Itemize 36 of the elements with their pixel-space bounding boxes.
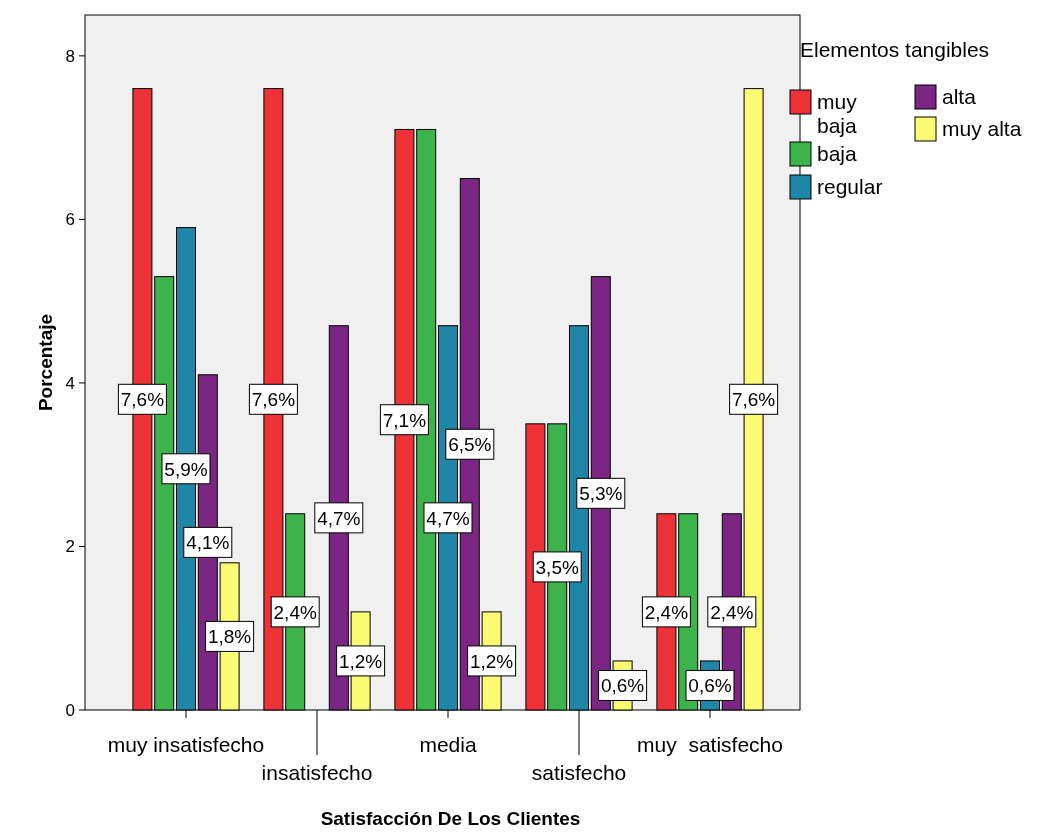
y-tick-label: 0 bbox=[65, 701, 75, 720]
data-label: 1,8% bbox=[207, 626, 252, 648]
data-label: 6,5% bbox=[448, 434, 492, 456]
y-tick-label: 2 bbox=[65, 537, 75, 557]
y-axis-title: Porcentaje bbox=[35, 313, 56, 412]
data-label: 2,4% bbox=[710, 601, 754, 623]
data-label: 0,6% bbox=[688, 675, 732, 697]
legend-label: regular bbox=[817, 175, 883, 198]
data-label: 4,7% bbox=[317, 507, 361, 529]
data-label: 4,7% bbox=[426, 507, 470, 529]
data-label: 1,2% bbox=[338, 650, 383, 672]
x-tick-label: muy satisfecho bbox=[637, 733, 783, 756]
data-label: 5,3% bbox=[579, 483, 623, 505]
data-label: 2,4% bbox=[644, 601, 689, 623]
x-tick-label: muy insatisfecho bbox=[107, 733, 265, 756]
data-label: 7,6% bbox=[251, 389, 296, 411]
x-tick-label: insatisfecho bbox=[261, 761, 373, 784]
data-label: 0,6% bbox=[600, 675, 645, 697]
y-tick-label: 4 bbox=[65, 373, 75, 393]
data-label: 5,9% bbox=[164, 458, 208, 480]
x-axis-title: Satisfacción De Los Clientes bbox=[320, 808, 581, 829]
data-label: 7,1% bbox=[382, 409, 427, 431]
x-tick-label: media bbox=[419, 733, 477, 756]
data-label: 3,5% bbox=[535, 556, 579, 578]
data-label: 7,6% bbox=[731, 389, 776, 411]
data-label: 4,1% bbox=[186, 532, 230, 554]
legend-label: baja bbox=[817, 142, 858, 165]
data-label: 2,4% bbox=[273, 601, 317, 623]
legend-title: Elementos tangibles bbox=[800, 38, 990, 61]
x-tick-label: satisfecho bbox=[531, 761, 627, 784]
y-tick-label: 8 bbox=[65, 46, 75, 66]
data-label: 7,6% bbox=[120, 389, 165, 411]
legend-label: alta bbox=[942, 85, 977, 108]
legend-label: muy alta bbox=[942, 117, 1022, 140]
y-tick-label: 6 bbox=[65, 210, 75, 230]
data-label: 1,2% bbox=[469, 650, 514, 672]
